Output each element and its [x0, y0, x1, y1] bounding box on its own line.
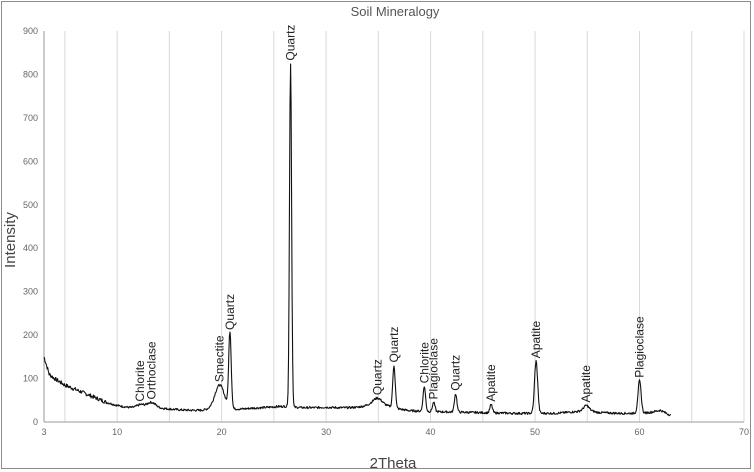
peak-label: Apatite — [484, 364, 498, 402]
chart-title: Soil Mineralogy — [351, 4, 440, 19]
axes — [43, 31, 744, 423]
y-tick-label: 500 — [23, 200, 38, 210]
peak-label: Quartz — [387, 327, 401, 363]
peak-label: Plagioclase — [427, 338, 441, 400]
diffraction-pattern-line — [43, 63, 671, 417]
peak-label: Quartz — [284, 25, 298, 61]
peak-label: Apatite — [529, 320, 543, 358]
x-tick-label: 70 — [739, 427, 749, 437]
peak-label: Chlorite — [133, 360, 147, 402]
y-axis-label: Intensity — [2, 212, 19, 268]
x-tick-label: 30 — [321, 427, 331, 437]
y-tick-label: 0 — [33, 417, 38, 427]
x-tick-label: 10 — [112, 427, 122, 437]
y-tick-label: 800 — [23, 69, 38, 79]
peak-label: Plagioclase — [633, 316, 647, 378]
x-tick-label: 20 — [217, 427, 227, 437]
x-tick-label: 60 — [635, 427, 645, 437]
peak-label: Orthoclase — [145, 341, 159, 399]
x-tick-label: 40 — [426, 427, 436, 437]
peak-label: Smectite — [213, 335, 227, 382]
tick-labels: 0 100 200 300 400 500 600 700 800 900 3 10 20 30 40 50 6… — [23, 26, 749, 437]
y-tick-label: 700 — [23, 113, 38, 123]
x-tick-label: 50 — [530, 427, 540, 437]
y-tick-label: 600 — [23, 156, 38, 166]
peak-label: Quartz — [370, 359, 384, 395]
y-tick-label: 400 — [23, 243, 38, 253]
y-tick-label: 300 — [23, 287, 38, 297]
peak-label: Chlorite — [417, 342, 431, 384]
grid-lines — [64, 31, 745, 422]
y-tick-label: 200 — [23, 330, 38, 340]
peak-label: Apatite — [579, 365, 593, 403]
y-tick-label: 100 — [23, 374, 38, 384]
peak-label: Quartz — [449, 355, 463, 391]
x-axis-label: 2Theta — [370, 455, 417, 472]
y-tick-label: 900 — [23, 26, 38, 36]
x-tick-label: 3 — [41, 427, 46, 437]
peak-label: Quartz — [223, 294, 237, 330]
